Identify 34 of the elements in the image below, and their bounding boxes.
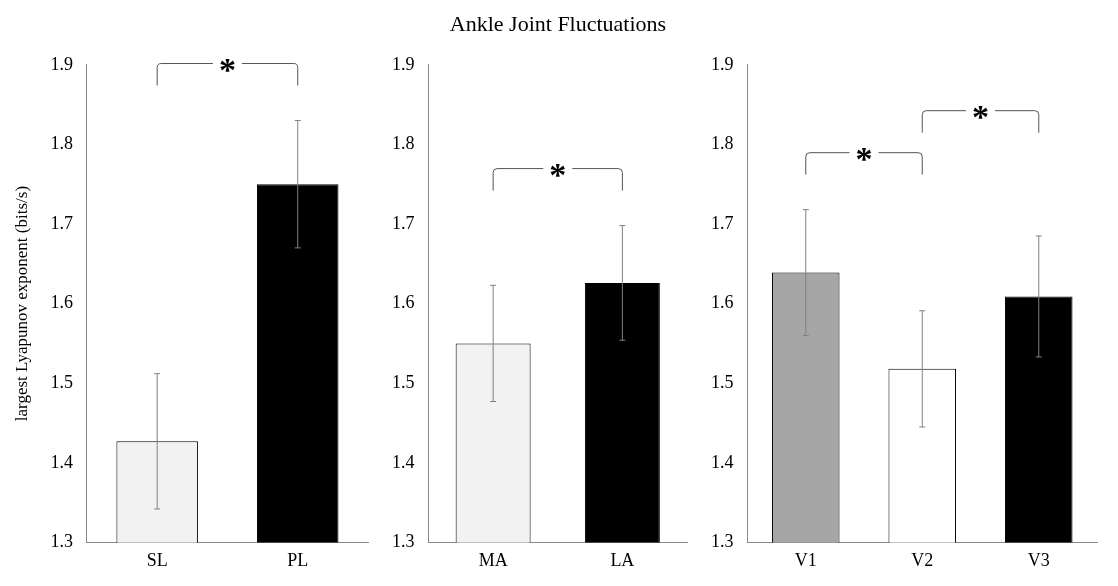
y-tick-label: 1.8	[50, 133, 73, 154]
annotation: *	[855, 140, 873, 178]
x-tick-label: MA	[478, 549, 508, 570]
y-tick-label: 1.5	[711, 371, 734, 392]
y-tick-label: 1.9	[50, 53, 73, 74]
y-tick-label: 1.6	[50, 292, 73, 313]
x-tick-label: PL	[287, 549, 309, 570]
y-tick-label: 1.7	[711, 212, 734, 233]
y-tick-label: 1.5	[50, 371, 73, 392]
y-tick-label: 1.6	[392, 292, 415, 313]
y-tick-label: 1.3	[392, 531, 415, 552]
x-tick-label: SL	[146, 549, 168, 570]
x-tick-label: V3	[1027, 549, 1050, 570]
y-tick-label: 1.7	[50, 212, 73, 233]
y-tick-label: 1.3	[711, 531, 734, 552]
chart-title: Ankle Joint Fluctuations	[449, 11, 667, 36]
annotation: *	[972, 98, 989, 136]
y-tick-label: 1.8	[711, 133, 734, 154]
y-tick-label: 1.4	[711, 451, 734, 472]
y-tick-label: 1.9	[392, 53, 415, 74]
y-tick-label: 1.6	[711, 292, 734, 313]
x-tick-label: V2	[911, 549, 934, 570]
y-tick-label: 1.7	[392, 212, 415, 233]
annotation: *	[549, 156, 567, 194]
y-tick-label: 1.5	[392, 371, 415, 392]
x-tick-label: V1	[794, 549, 817, 570]
y-tick-label: 1.8	[392, 133, 415, 154]
y-axis-title: largest Lyapunov exponent (bits/s)	[11, 185, 31, 422]
annotation: *	[218, 51, 236, 89]
y-tick-label: 1.9	[711, 53, 734, 74]
y-tick-label: 1.4	[50, 451, 73, 472]
x-tick-label: LA	[610, 549, 635, 570]
y-tick-label: 1.4	[392, 451, 415, 472]
y-tick-label: 1.3	[50, 531, 73, 552]
